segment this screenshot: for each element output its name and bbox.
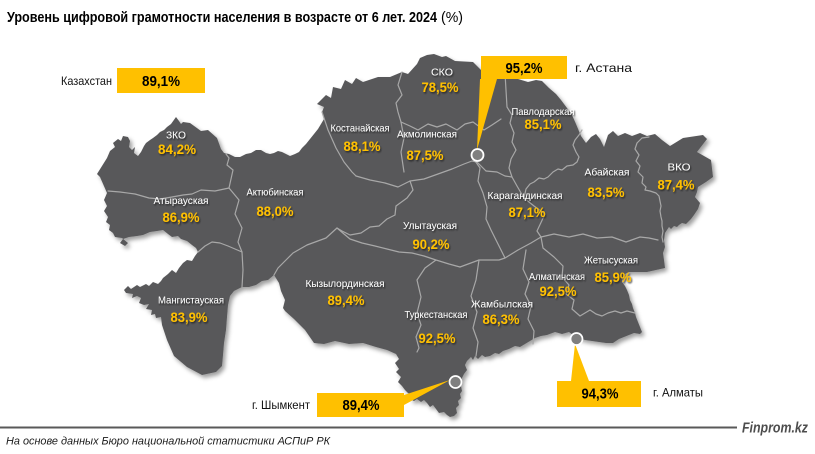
svg-text:85,1%: 85,1% [525, 117, 562, 132]
svg-text:92,5%: 92,5% [540, 284, 577, 299]
svg-text:Павлодарская: Павлодарская [512, 106, 575, 118]
svg-text:г. Астана: г. Астана [575, 61, 632, 75]
svg-text:88,0%: 88,0% [257, 204, 294, 219]
svg-text:86,3%: 86,3% [483, 312, 520, 327]
svg-text:Мангистауская: Мангистауская [158, 295, 224, 307]
svg-text:89,4%: 89,4% [328, 293, 365, 308]
svg-text:Finprom.kz: Finprom.kz [742, 421, 809, 437]
svg-text:Актюбинская: Актюбинская [247, 187, 304, 199]
svg-text:ЗКО: ЗКО [166, 130, 186, 142]
svg-text:г. Алматы: г. Алматы [653, 386, 703, 400]
svg-text:87,4%: 87,4% [658, 178, 695, 193]
svg-text:На основе данных Бюро национал: На основе данных Бюро национальной стати… [6, 436, 331, 448]
svg-text:Жамбылская: Жамбылская [471, 299, 533, 311]
svg-text:Костанайская: Костанайская [331, 123, 390, 135]
svg-text:92,5%: 92,5% [419, 331, 456, 346]
svg-text:90,2%: 90,2% [413, 237, 450, 252]
svg-text:СКО: СКО [431, 67, 453, 79]
svg-text:83,9%: 83,9% [171, 310, 208, 325]
svg-text:95,2%: 95,2% [506, 61, 543, 77]
svg-text:Улытауская: Улытауская [403, 220, 457, 232]
svg-text:89,4%: 89,4% [343, 398, 380, 414]
svg-text:86,9%: 86,9% [163, 210, 200, 225]
svg-text:78,5%: 78,5% [422, 80, 459, 95]
svg-text:Абайская: Абайская [585, 167, 630, 179]
svg-text:(%): (%) [441, 10, 463, 26]
svg-text:85,9%: 85,9% [595, 270, 632, 285]
svg-text:Уровень цифровой грамотности н: Уровень цифровой грамотности населения в… [7, 10, 437, 26]
svg-text:Жетысуская: Жетысуская [584, 255, 638, 267]
svg-text:Карагандинская: Карагандинская [488, 190, 563, 202]
svg-text:Туркестанская: Туркестанская [405, 309, 468, 321]
svg-text:Кызылординская: Кызылординская [306, 278, 385, 290]
svg-text:Акмолинская: Акмолинская [397, 129, 457, 141]
svg-text:87,5%: 87,5% [407, 148, 444, 163]
svg-text:Казахстан: Казахстан [61, 74, 112, 88]
svg-text:Атырауская: Атырауская [154, 195, 209, 207]
svg-text:89,1%: 89,1% [142, 74, 180, 90]
svg-text:83,5%: 83,5% [588, 185, 625, 200]
svg-text:ВКО: ВКО [668, 162, 691, 174]
svg-text:94,3%: 94,3% [582, 387, 619, 403]
svg-text:88,1%: 88,1% [344, 139, 381, 154]
svg-text:84,2%: 84,2% [158, 142, 196, 157]
svg-text:г. Шымкент: г. Шымкент [252, 398, 310, 412]
svg-text:Алматинская: Алматинская [529, 271, 585, 283]
svg-text:87,1%: 87,1% [509, 205, 546, 220]
